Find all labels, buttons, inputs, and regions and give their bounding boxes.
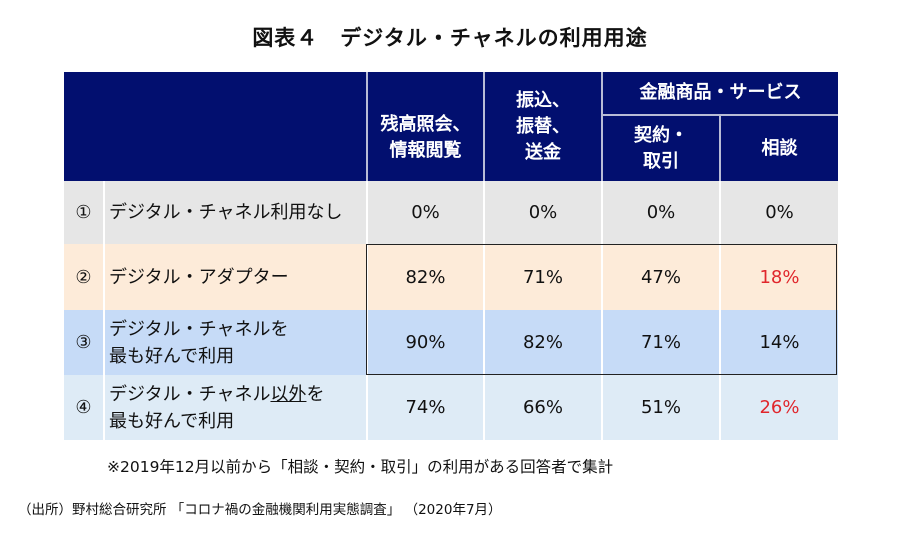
cell: 0% xyxy=(601,181,720,244)
row-number: ③ xyxy=(75,332,92,353)
cell: 14% xyxy=(719,310,838,375)
figure-title: 図表４ デジタル・チャネルの利用用途 xyxy=(252,26,648,50)
row-number: ② xyxy=(75,266,92,288)
table-row: ④ デジタル・チャネル以外を最も好んで利用 74% 66% 51% 26% xyxy=(64,375,838,440)
table-row: ③ デジタル・チャネルを最も好んで利用 90% 82% 71% 14% xyxy=(64,310,838,375)
header-group-financial-services: 金融商品・サービス xyxy=(601,72,838,115)
header-contract: 契約・取引 xyxy=(601,114,720,181)
header-balance-inquiry: 残高照会、情報閲覧 xyxy=(366,72,484,181)
row-label: デジタル・アダプター xyxy=(103,244,367,310)
cell: 0% xyxy=(483,181,602,244)
cell: 74% xyxy=(366,375,484,440)
cell: 0% xyxy=(719,181,838,244)
cell: 66% xyxy=(483,375,602,440)
cell: 0% xyxy=(366,181,484,244)
header-consultation: 相談 xyxy=(719,114,838,181)
cell: 82% xyxy=(483,310,602,375)
usage-table: 残高照会、情報閲覧 振込、振替、送金 金融商品・サービス 契約・取引 相談 ① … xyxy=(64,72,838,440)
row-label: デジタル・チャネル利用なし xyxy=(103,181,367,244)
table-row: ② デジタル・アダプター 82% 71% 47% 18% xyxy=(64,244,838,310)
cell: 71% xyxy=(483,244,602,310)
cell: 47% xyxy=(601,244,720,310)
cell-highlight: 26% xyxy=(719,375,838,440)
cell: 90% xyxy=(366,310,484,375)
cell: 71% xyxy=(601,310,720,375)
underlined-text: 以外 xyxy=(270,383,307,405)
cell-highlight: 18% xyxy=(719,244,838,310)
cell: 51% xyxy=(601,375,720,440)
table-row: ① デジタル・チャネル利用なし 0% 0% 0% 0% xyxy=(64,181,838,244)
row-number: ④ xyxy=(75,397,92,418)
footnote: ※2019年12月以前から「相談・契約・取引」の利用がある回答者で集計 xyxy=(107,458,614,476)
cell: 82% xyxy=(366,244,484,310)
row-number: ① xyxy=(75,202,92,223)
row-label: デジタル・チャネルを最も好んで利用 xyxy=(103,310,367,375)
source-note: （出所）野村総合研究所 「コロナ禍の金融機関利用実態調査」 （2020年7月） xyxy=(18,502,502,518)
header-transfer: 振込、振替、送金 xyxy=(483,72,602,181)
row-label: デジタル・チャネル以外を最も好んで利用 xyxy=(103,375,367,440)
header-blank xyxy=(64,72,367,181)
